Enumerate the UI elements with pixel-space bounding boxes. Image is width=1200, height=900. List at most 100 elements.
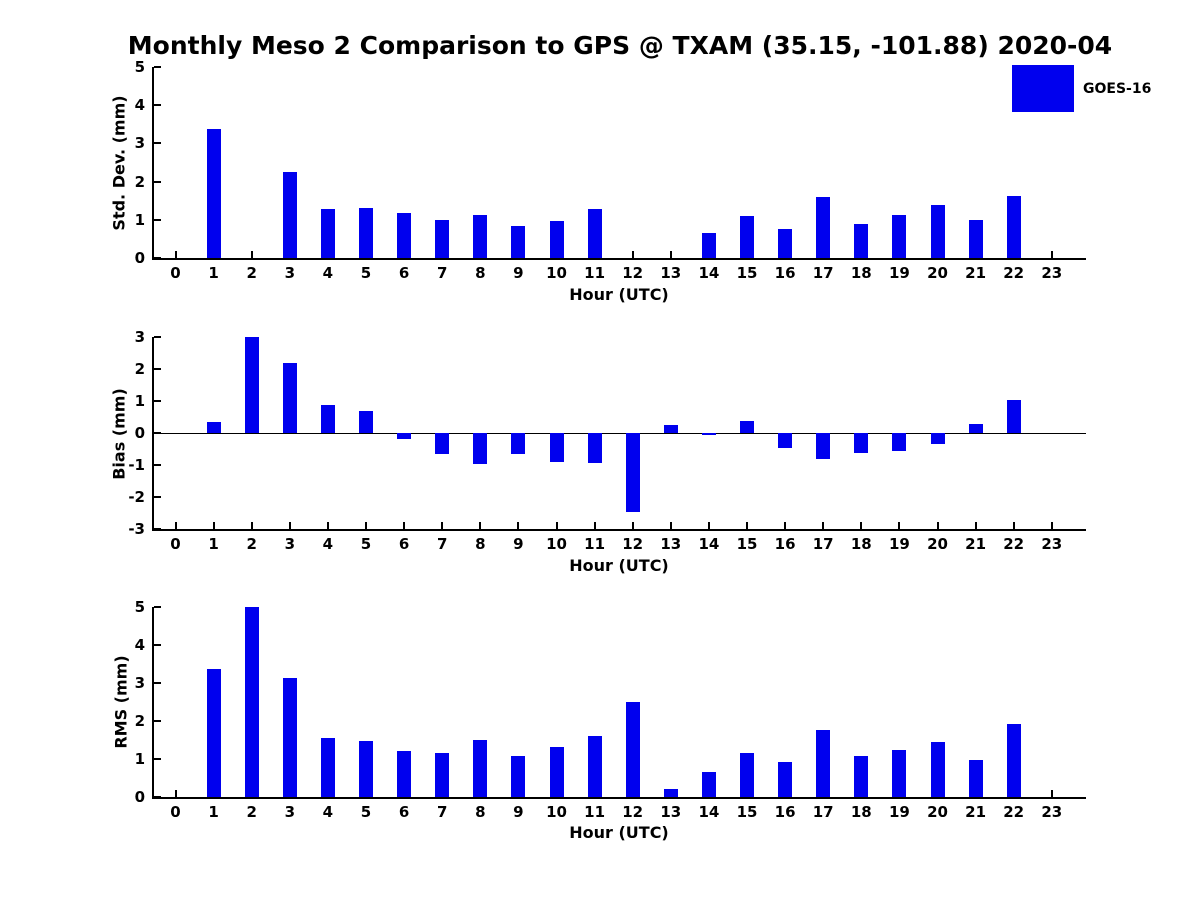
chart-title: Monthly Meso 2 Comparison to GPS @ TXAM … — [127, 31, 1113, 60]
x-tick-label: 15 — [736, 803, 758, 821]
bar-hour-15 — [740, 421, 754, 433]
x-tick-label: 14 — [698, 535, 720, 553]
bar-hour-21 — [968, 220, 983, 258]
x-tick-label: 6 — [398, 535, 410, 553]
y-tick-label: 4 — [134, 96, 145, 115]
x-tick-label: 6 — [398, 803, 410, 821]
bar-hour-5 — [359, 410, 373, 433]
bar-hour-15 — [740, 215, 754, 258]
x-tick-label: 17 — [812, 264, 834, 282]
x-tick-label: 2 — [246, 535, 257, 553]
x-tick-label: 23 — [1041, 264, 1063, 282]
x-tick-label: 12 — [622, 803, 644, 821]
bar-hour-8 — [473, 740, 488, 797]
y-tick-label: 5 — [134, 58, 145, 76]
bar-hour-11 — [587, 209, 602, 258]
x-tick-label: 21 — [965, 535, 987, 553]
y-tick-label: -2 — [128, 488, 145, 506]
y-tick-label: 4 — [134, 636, 145, 654]
bar-hour-19 — [892, 433, 907, 451]
x-tick-label: 13 — [660, 264, 682, 282]
bar-hour-9 — [511, 433, 526, 455]
bar-hour-9 — [511, 225, 526, 258]
x-tick-label: 7 — [436, 535, 448, 553]
x-axis-tick — [479, 522, 482, 529]
bar-hour-14 — [701, 433, 716, 435]
bar-hour-22 — [1006, 195, 1021, 258]
y-tick-label: 5 — [134, 598, 145, 616]
bar-hour-15 — [740, 753, 754, 797]
x-tick-label: 22 — [1003, 535, 1025, 553]
bar-hour-19 — [892, 215, 907, 258]
y-tick-label: 2 — [134, 172, 145, 191]
x-axis-tick — [1012, 522, 1015, 529]
bar-hour-2 — [244, 337, 259, 433]
x-axis-tick — [898, 522, 901, 529]
y-tick-label: 1 — [134, 750, 145, 768]
plot-bias: -3 -2 -1 0 1 2 3 0 1 2 3 4 5 6 7 8 9 10 11 12 13 14 15 16 17 18 19… — [128, 328, 1086, 553]
x-tick-label: 3 — [284, 264, 296, 282]
x-axis-tick — [288, 522, 291, 529]
y-axis-tick — [154, 720, 161, 722]
x-axis-tick — [860, 522, 863, 529]
x-tick-label: 8 — [475, 535, 486, 553]
bar-hour-16 — [778, 433, 793, 449]
bar-hour-3 — [282, 362, 297, 433]
x-tick-label: 9 — [513, 535, 524, 553]
y-tick-label: 0 — [134, 249, 145, 267]
bar-hour-21 — [968, 759, 983, 797]
x-axis-tick — [631, 251, 634, 258]
x-tick-label: 22 — [1003, 803, 1025, 821]
xlabel-bias-hour-utc: Hour (UTC) — [569, 556, 669, 575]
bar-hour-10 — [549, 433, 564, 463]
bar-hour-6 — [397, 433, 412, 439]
y-tick-label: 3 — [134, 674, 145, 692]
y-axis-tick — [154, 180, 161, 183]
bar-hour-3 — [282, 172, 297, 258]
x-axis-tick — [1050, 790, 1053, 797]
bar-hour-20 — [930, 433, 945, 444]
bar-hour-5 — [359, 741, 373, 797]
y-tick-label: 0 — [134, 424, 145, 442]
x-axis-tick — [365, 522, 367, 529]
bar-hour-7 — [435, 752, 450, 797]
x-axis-tick — [250, 522, 253, 529]
x-tick-label: 17 — [812, 535, 834, 553]
y-axis-tick — [154, 528, 161, 530]
x-axis-tick — [174, 251, 177, 258]
bar-hour-6 — [397, 751, 412, 797]
x-tick-label: 2 — [246, 264, 257, 282]
x-tick-label: 14 — [698, 803, 720, 821]
x-tick-label: 21 — [965, 803, 987, 821]
x-tick-label: 22 — [1003, 264, 1025, 282]
x-tick-label: 19 — [888, 803, 910, 821]
y-axis-tick — [154, 368, 161, 370]
x-axis-tick — [784, 522, 787, 529]
y-tick-label: -3 — [128, 520, 145, 538]
bar-hour-1 — [206, 668, 221, 797]
legend-swatch-goes16 — [1012, 65, 1074, 112]
x-tick-label: 10 — [546, 535, 567, 553]
x-tick-label: 17 — [812, 803, 834, 821]
bar-hour-10 — [549, 221, 564, 258]
bar-hour-3 — [282, 678, 297, 797]
x-tick-label: 5 — [360, 803, 372, 821]
x-tick-label: 2 — [246, 803, 257, 821]
bar-hour-8 — [473, 215, 488, 258]
x-tick-label: 7 — [436, 264, 448, 282]
y-axis-tick — [154, 66, 161, 68]
x-axis-tick — [1050, 522, 1053, 529]
ylabel-std-dev: Std. Dev. (mm) — [109, 95, 129, 231]
bar-hour-22 — [1006, 399, 1021, 433]
x-tick-label: 13 — [660, 803, 682, 821]
x-tick-label: 12 — [622, 264, 644, 282]
y-tick-label: 2 — [134, 360, 145, 378]
bar-hour-4 — [320, 209, 335, 258]
x-axis-tick — [707, 522, 710, 529]
bar-hour-12 — [625, 433, 640, 513]
x-axis-tick — [974, 522, 977, 529]
x-axis-tick — [1050, 251, 1053, 258]
bar-hour-2 — [244, 607, 259, 797]
bar-hour-13 — [663, 789, 678, 797]
y-tick-label: 3 — [134, 328, 145, 346]
